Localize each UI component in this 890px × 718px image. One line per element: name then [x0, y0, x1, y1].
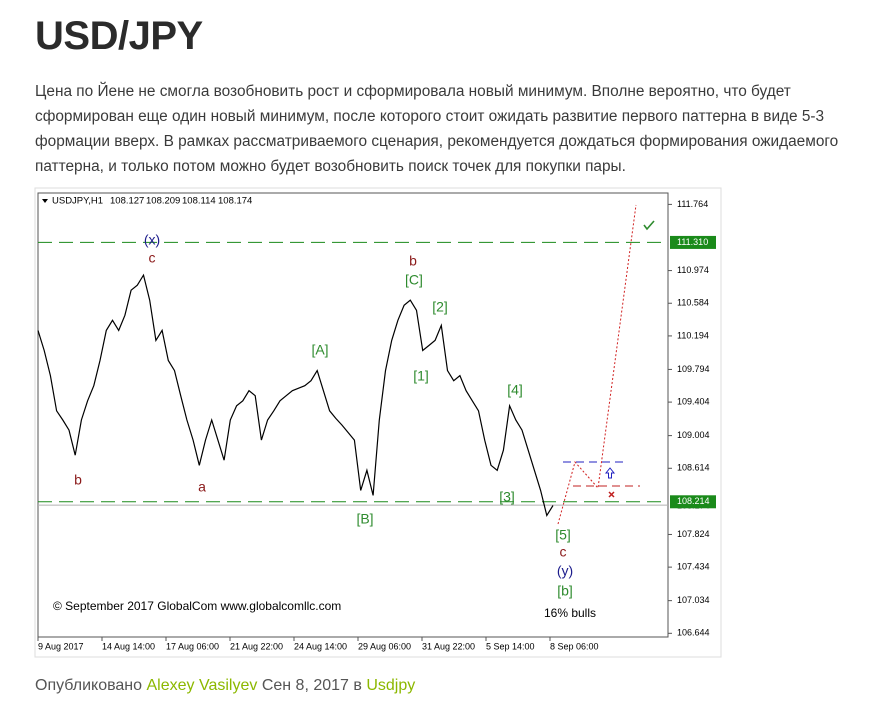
wave-label: b: [409, 253, 417, 269]
wave-label: [4]: [507, 382, 523, 398]
article: Цена по Йене не смогла возобновить рост …: [35, 79, 838, 179]
y-tick-label: 108.614: [677, 463, 710, 473]
wave-label: (x): [144, 232, 160, 248]
y-tick-label: 109.004: [677, 430, 710, 440]
wave-label: b: [74, 472, 82, 488]
x-tick-label: 8 Sep 06:00: [550, 641, 599, 651]
x-tick-label: 5 Sep 14:00: [486, 641, 535, 651]
category-link[interactable]: Usdjpy: [366, 677, 416, 694]
wave-label: c: [149, 250, 156, 266]
author-link[interactable]: Alexey Vasilyev: [146, 677, 258, 694]
symbol: USDJPY,H1: [52, 196, 103, 207]
x-tick-label: 17 Aug 06:00: [166, 641, 219, 651]
wave-label: a: [198, 479, 206, 495]
x-tick-label: 24 Aug 14:00: [294, 641, 347, 651]
byline-in: в: [353, 677, 362, 694]
forecast-path: [557, 204, 637, 525]
wave-label: [3]: [499, 489, 515, 505]
wave-label: [A]: [311, 342, 328, 358]
copyright: © September 2017 GlobalCom www.globalcom…: [53, 599, 341, 613]
buy-arrow: [604, 467, 616, 479]
x-tick-label: 31 Aug 22:00: [422, 641, 475, 651]
y-tick-label: 109.404: [677, 396, 710, 406]
byline: Опубликовано Alexey Vasilyev Сен 8, 2017…: [35, 677, 415, 695]
wave-label: [B]: [356, 511, 373, 527]
wave-label: [C]: [405, 272, 423, 288]
y-tick-label: 107.434: [677, 562, 710, 572]
x-tick-label: 29 Aug 06:00: [358, 641, 411, 651]
level-label: 111.310: [677, 237, 708, 247]
x-tick-label: 14 Aug 14:00: [102, 641, 155, 651]
para-line: сформирован еще один новый минимум, посл…: [35, 108, 825, 125]
wave-label: [2]: [432, 299, 448, 315]
wave-label: [5]: [555, 527, 571, 543]
y-tick-label: 107.034: [677, 595, 710, 605]
ohlc: 108.127: [110, 196, 144, 207]
y-tick-label: 110.584: [677, 298, 709, 308]
byline-prefix: Опубликовано: [35, 677, 143, 694]
chart: USDJPY,H1 108.127 108.209 108.114 108.17…: [34, 187, 722, 658]
para-line: паттерна, и только потом можно будет воз…: [35, 158, 626, 175]
level-label: 108.214: [677, 496, 710, 506]
plot-area: [37, 192, 669, 638]
stop-mark: [608, 491, 615, 498]
title: USD/JPY: [35, 14, 203, 58]
menu-arrow: [42, 199, 48, 203]
y-tick-label: 107.824: [677, 529, 710, 539]
y-tick-label: 109.794: [677, 364, 710, 374]
byline-date: Сен 8, 2017: [261, 677, 349, 694]
y-tick-label: 111.764: [677, 199, 708, 209]
ohlc: 108.174: [218, 196, 252, 207]
wave-label: [1]: [413, 368, 429, 384]
forecast: [557, 204, 637, 525]
y-tick-label: 106.644: [677, 628, 710, 638]
y-tick-label: 110.974: [677, 265, 709, 275]
wave-label: [b]: [557, 583, 573, 599]
para-line: Цена по Йене не смогла возобновить рост …: [35, 83, 791, 100]
wave-label: (y): [557, 563, 573, 579]
price-line: [37, 273, 554, 518]
y-tick-label: 110.194: [677, 330, 709, 340]
wave-label: c: [560, 544, 567, 560]
ohlc: 108.209: [146, 196, 180, 207]
x-tick-label: 21 Aug 22:00: [230, 641, 283, 651]
x-tick-label: 9 Aug 2017: [38, 641, 84, 651]
level-tag: [670, 235, 716, 249]
para-line: формации вверх. В рамках рассматриваемог…: [35, 133, 839, 150]
level-tag: [670, 495, 716, 509]
ohlc: 108.114: [182, 196, 216, 207]
wave-label: 16% bulls: [544, 606, 596, 620]
target-check: [643, 220, 655, 231]
